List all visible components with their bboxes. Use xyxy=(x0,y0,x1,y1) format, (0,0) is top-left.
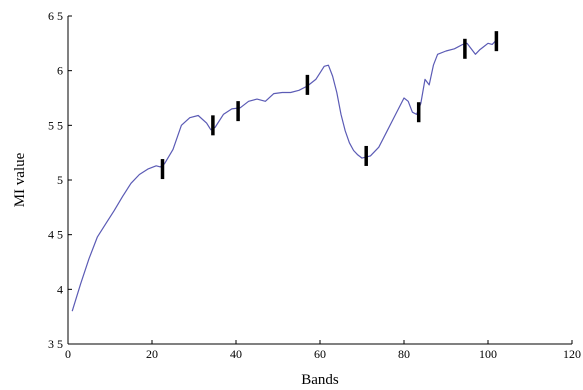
x-tick-label: 0 xyxy=(65,347,71,361)
band-markers xyxy=(160,31,499,180)
plot-area xyxy=(67,16,572,345)
x-tick-label: 120 xyxy=(563,347,581,361)
y-axis-label: MI value xyxy=(12,152,28,207)
x-axis-label: Bands xyxy=(301,372,339,388)
y-tick-label: 5 5 xyxy=(48,118,63,132)
x-tick-label: 100 xyxy=(479,347,497,361)
x-axis-ticks: 0 20 40 60 80 100 120 xyxy=(65,340,581,361)
y-tick-label: 4 5 xyxy=(48,228,63,242)
x-tick-label: 20 xyxy=(146,347,158,361)
x-tick-label: 40 xyxy=(230,347,242,361)
series-line xyxy=(71,39,497,312)
series-group xyxy=(71,39,497,312)
x-tick-label: 60 xyxy=(314,347,326,361)
y-tick-label: 3 5 xyxy=(48,337,63,351)
y-tick-label: 5 xyxy=(57,173,63,187)
y-axis-ticks: 3 5 4 4 5 5 5 5 6 6 5 xyxy=(48,9,72,351)
y-tick-label: 4 xyxy=(57,282,63,296)
y-tick-label: 6 5 xyxy=(48,9,63,23)
x-tick-label: 80 xyxy=(398,347,410,361)
y-tick-label: 6 xyxy=(57,64,63,78)
